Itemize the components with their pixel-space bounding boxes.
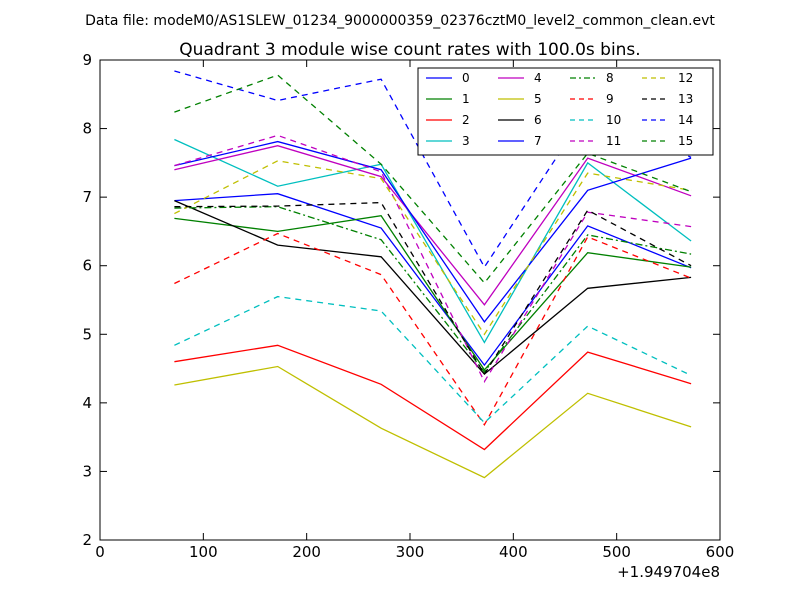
- y-tick-label: 3: [82, 462, 92, 480]
- series-line-8: [174, 206, 692, 374]
- x-tick-label: 400: [499, 543, 528, 561]
- legend-label-13: 13: [678, 92, 693, 106]
- legend-label-8: 8: [606, 71, 614, 85]
- legend-label-4: 4: [534, 71, 542, 85]
- y-tick-label: 9: [82, 51, 92, 69]
- y-tick-label: 6: [82, 257, 92, 275]
- x-tick-label: 500: [602, 543, 631, 561]
- series-line-6: [174, 200, 692, 376]
- y-tick-label: 7: [82, 188, 92, 206]
- chart-title: Quadrant 3 module wise count rates with …: [179, 40, 640, 60]
- x-tick-label: 0: [95, 543, 105, 561]
- series-line-14: [174, 70, 692, 269]
- x-tick-label: 600: [706, 543, 735, 561]
- series-line-10: [174, 295, 692, 424]
- legend-label-7: 7: [534, 134, 542, 148]
- legend-label-14: 14: [678, 113, 693, 127]
- chart-suptitle: Data file: modeM0/AS1SLEW_01234_90000003…: [85, 13, 715, 29]
- series-line-4: [174, 145, 692, 306]
- legend-label-5: 5: [534, 92, 542, 106]
- y-tick-label: 5: [82, 325, 92, 343]
- legend-label-15: 15: [678, 134, 693, 148]
- series-line-1: [174, 214, 692, 371]
- series-line-15: [174, 74, 692, 284]
- x-tick-label: 300: [396, 543, 425, 561]
- legend-label-1: 1: [462, 92, 470, 106]
- legend-label-6: 6: [534, 113, 542, 127]
- series-line-13: [174, 201, 692, 376]
- legend-label-0: 0: [462, 71, 470, 85]
- y-tick-label: 8: [82, 120, 92, 138]
- legend-label-9: 9: [606, 92, 614, 106]
- legend-label-3: 3: [462, 134, 470, 148]
- series-line-11: [174, 134, 692, 383]
- series-line-9: [174, 232, 692, 427]
- legend-label-2: 2: [462, 113, 470, 127]
- legend-label-12: 12: [678, 71, 693, 85]
- series-line-5: [174, 365, 692, 479]
- x-tick-label: 100: [189, 543, 218, 561]
- legend-label-11: 11: [606, 134, 621, 148]
- y-tick-label: 2: [82, 531, 92, 549]
- legend-label-10: 10: [606, 113, 621, 127]
- x-tick-label: 200: [292, 543, 321, 561]
- series-line-0: [174, 193, 692, 367]
- x-offset-label: +1.949704e8: [617, 563, 720, 581]
- series-line-12: [174, 160, 692, 336]
- series-line-2: [174, 344, 692, 451]
- y-tick-label: 4: [82, 394, 92, 412]
- series-layer: [174, 70, 692, 479]
- series-line-7: [174, 140, 692, 324]
